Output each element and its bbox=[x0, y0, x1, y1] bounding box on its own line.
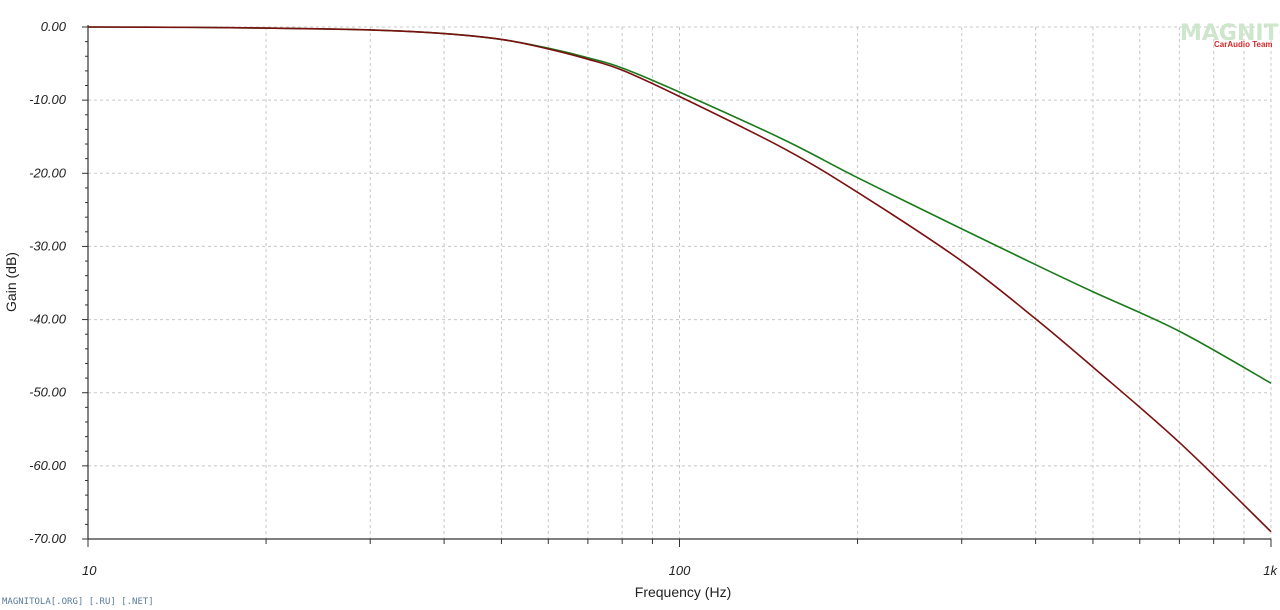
y-tick-label: 0.00 bbox=[41, 19, 67, 34]
x-tick-label: 100 bbox=[669, 563, 691, 578]
x-tick-label: 10 bbox=[82, 563, 97, 578]
x-tick-label: 1k bbox=[1263, 563, 1278, 578]
y-tick-label: -30.00 bbox=[29, 238, 67, 253]
series-line-2 bbox=[87, 26, 1272, 533]
logo-text: MAGNITOLA bbox=[1180, 21, 1280, 46]
y-axis-title: Gain (dB) bbox=[3, 252, 19, 312]
y-tick-label: -20.00 bbox=[29, 165, 67, 180]
y-tick-label: -10.00 bbox=[29, 92, 67, 107]
y-tick-label: -50.00 bbox=[29, 385, 67, 400]
x-axis-title: Frequency (Hz) bbox=[635, 584, 731, 600]
data-series bbox=[87, 26, 1272, 533]
logo-subtext: CarAudio Team bbox=[1214, 40, 1273, 49]
axes bbox=[82, 25, 1272, 547]
y-tick-label: -70.00 bbox=[29, 531, 67, 546]
y-tick-label: -40.00 bbox=[29, 312, 67, 327]
grid-lines bbox=[88, 26, 1272, 539]
y-tick-label: -60.00 bbox=[29, 458, 67, 473]
logo-watermark: MAGNITOLA CarAudio Team bbox=[1180, 21, 1280, 49]
footer-watermark: MAGNITOLA[.ORG] [.RU] [.NET] bbox=[2, 597, 154, 607]
tick-labels: 0.00 -10.00 -20.00 -30.00 -40.00 -50.00 -60.00… bbox=[29, 19, 1278, 578]
